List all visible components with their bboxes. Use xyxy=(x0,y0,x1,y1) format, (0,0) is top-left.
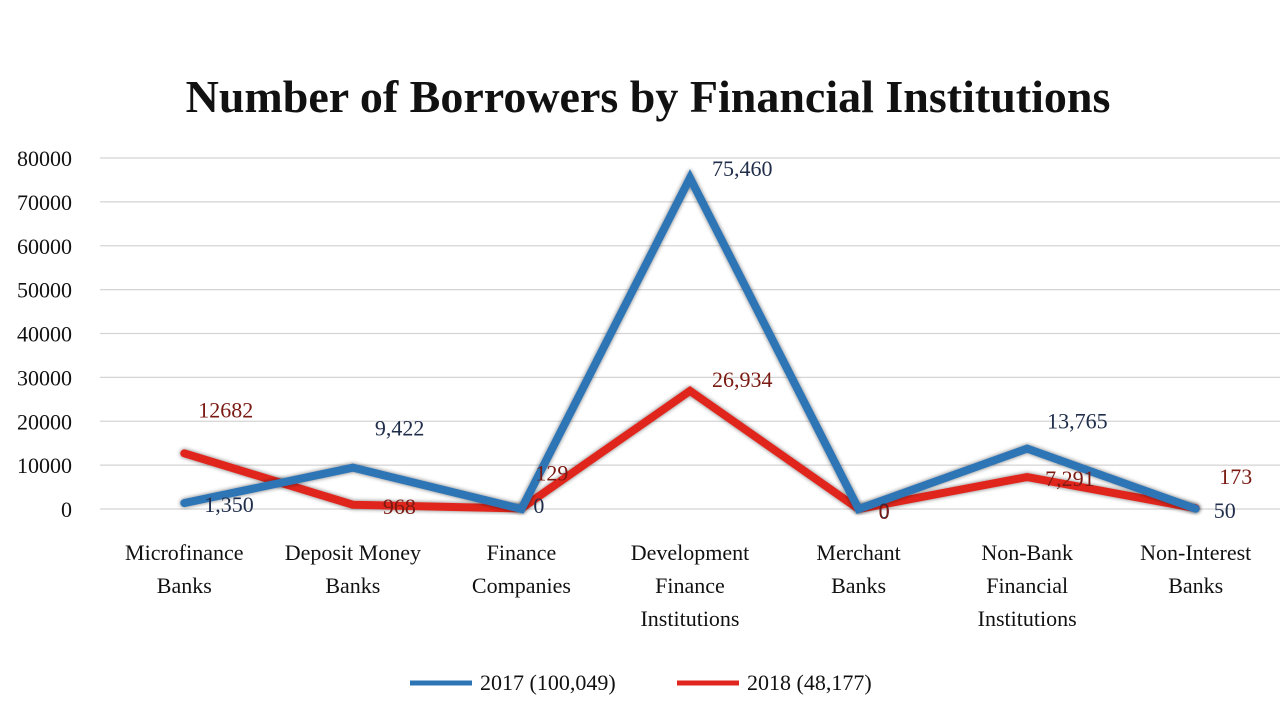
data-label: 7,291 xyxy=(1045,466,1095,491)
y-tick-label: 40000 xyxy=(17,322,72,347)
chart-title: Number of Borrowers by Financial Institu… xyxy=(186,71,1111,122)
gridlines xyxy=(100,157,1280,510)
legend-entry: 2017 (100,049) xyxy=(480,670,616,695)
data-label: 13,765 xyxy=(1047,409,1108,434)
x-tick-label: Non-Interest Banks xyxy=(1140,540,1251,598)
x-tick-label: Deposit Money Banks xyxy=(285,540,421,598)
y-tick-label: 60000 xyxy=(17,234,72,259)
y-tick-label: 80000 xyxy=(17,146,72,171)
legend: 2017 (100,049) 2018 (48,177) xyxy=(410,670,872,695)
x-tick-label: Finance Companies xyxy=(472,540,571,598)
legend-entry: 2018 (48,177) xyxy=(747,670,872,695)
data-label: 12682 xyxy=(198,397,253,422)
data-label: 75,460 xyxy=(712,156,773,181)
x-axis: Microfinance Banks Deposit Money Banks Finan… xyxy=(125,540,1251,631)
x-tick-label: Merchant Banks xyxy=(816,540,900,598)
y-tick-label: 30000 xyxy=(17,365,72,390)
x-tick-label: Non-Bank Financial Institutions xyxy=(978,540,1077,631)
x-tick-label: Development Finance Institutions xyxy=(631,540,750,631)
series-lines xyxy=(180,169,1200,514)
data-label: 0 xyxy=(879,498,890,523)
data-label: 968 xyxy=(383,494,416,519)
data-labels: 1,350 9,422 0 75,460 0 13,765 50 12682 968 129 26,… xyxy=(198,156,1252,524)
x-tick-label: Microfinance Banks xyxy=(125,540,244,598)
data-label: 0 xyxy=(533,493,544,518)
data-label: 1,350 xyxy=(204,492,254,517)
data-label: 50 xyxy=(1214,498,1236,523)
y-tick-label: 50000 xyxy=(17,278,72,303)
data-label: 26,934 xyxy=(712,367,773,392)
data-label: 173 xyxy=(1219,464,1252,489)
series-line-1 xyxy=(180,385,1200,514)
y-axis: 0 10000 20000 30000 40000 50000 60000 70000 8000… xyxy=(17,146,72,522)
data-label: 129 xyxy=(535,460,568,485)
data-label: 0 xyxy=(879,499,890,524)
series-line-0 xyxy=(180,169,1200,514)
data-label: 9,422 xyxy=(375,416,425,441)
y-tick-label: 10000 xyxy=(17,453,72,478)
y-tick-label: 20000 xyxy=(17,409,72,434)
y-tick-label: 0 xyxy=(61,497,72,522)
y-tick-label: 70000 xyxy=(17,190,72,215)
